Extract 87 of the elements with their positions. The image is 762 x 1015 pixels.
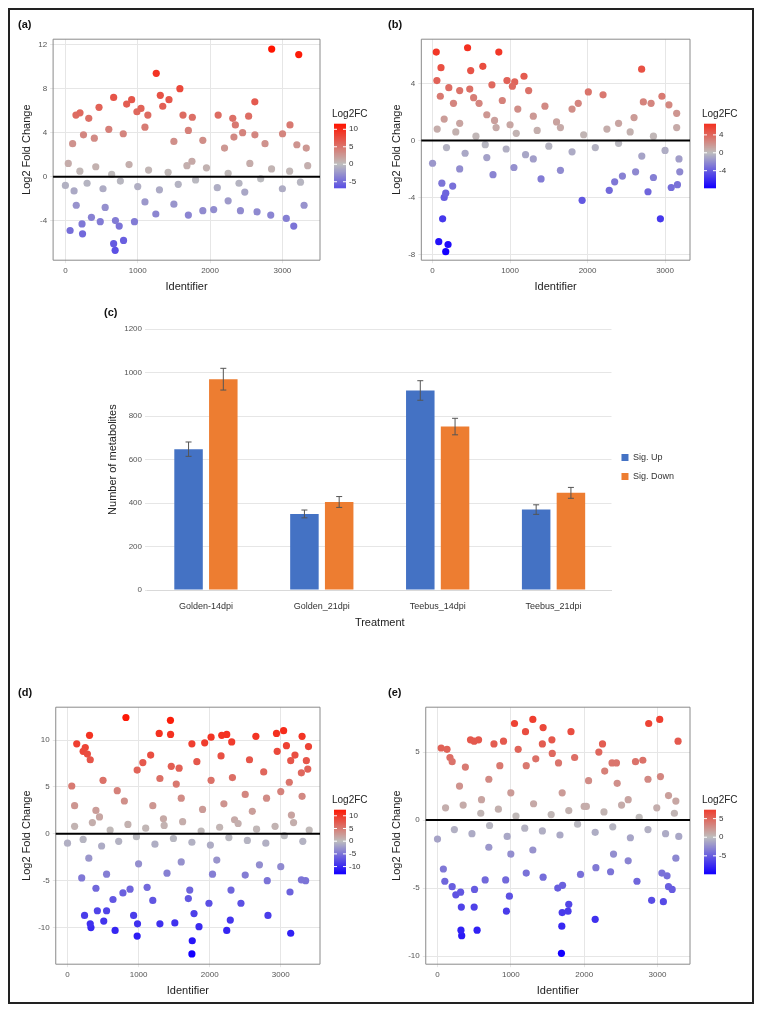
chart-title: (c) bbox=[104, 305, 118, 318]
bar bbox=[406, 390, 435, 590]
x-axis-title: Identifier bbox=[534, 280, 578, 293]
x-tick-label: Golden-14dpi bbox=[178, 600, 233, 611]
y-tick-label: -5 bbox=[412, 883, 421, 893]
color-bar-label: -5 bbox=[349, 176, 357, 186]
bar bbox=[290, 513, 319, 590]
y-tick-label: 0 bbox=[45, 829, 51, 839]
x-tick-label: Teebus_14dpi bbox=[409, 600, 466, 611]
y-tick-label: 4 bbox=[410, 78, 416, 88]
color-bar-label: 10 bbox=[349, 811, 359, 820]
bar bbox=[174, 449, 203, 590]
x-axis-title: Treatment bbox=[354, 616, 405, 629]
x-tick-label: 0 bbox=[65, 970, 71, 980]
y-tick-label: -4 bbox=[39, 215, 48, 225]
chart-title: (a) bbox=[18, 17, 32, 30]
color-bar-title: Log2FC bbox=[332, 794, 368, 806]
x-tick-label: Golden_21dpi bbox=[293, 600, 350, 611]
y-tick-label: -10 bbox=[408, 951, 421, 961]
y-tick-label: 0 bbox=[137, 585, 143, 595]
x-tick-label: 0 bbox=[430, 266, 436, 276]
color-bar-label: -5 bbox=[349, 849, 357, 859]
y-tick-label: 12 bbox=[38, 39, 48, 49]
y-tick-label: 10 bbox=[40, 735, 51, 745]
y-tick-label: 200 bbox=[128, 541, 143, 551]
y-axis-title: Log2 Fold Change bbox=[389, 790, 402, 881]
y-tick-label: 0 bbox=[42, 171, 48, 181]
chart-title: (b) bbox=[388, 17, 403, 30]
x-tick-label: 1000 bbox=[501, 266, 520, 276]
color-bar-label: 4 bbox=[719, 130, 724, 140]
y-tick-label: -8 bbox=[408, 249, 416, 259]
color-bar-label: 0 bbox=[349, 836, 354, 846]
x-tick-label: 2000 bbox=[578, 266, 597, 276]
y-tick-label: 8 bbox=[42, 83, 48, 93]
color-bar-label: 5 bbox=[349, 141, 354, 151]
y-tick-label: 1200 bbox=[124, 324, 143, 334]
x-tick-label: 2000 bbox=[575, 970, 594, 980]
y-tick-label: 800 bbox=[128, 411, 143, 421]
x-tick-label: 3000 bbox=[273, 266, 292, 276]
x-axis-title: Identifier bbox=[165, 280, 208, 293]
chart-title: (e) bbox=[388, 685, 402, 698]
color-bar-label: 0 bbox=[719, 832, 724, 842]
y-axis-title: Log2 Fold Change bbox=[19, 104, 32, 195]
y-tick-label: 0 bbox=[410, 135, 416, 145]
y-tick-label: 0 bbox=[415, 815, 421, 825]
color-bar-label: -4 bbox=[719, 165, 727, 175]
x-tick-label: 3000 bbox=[656, 266, 675, 276]
y-axis-title: Log2 Fold Change bbox=[389, 104, 402, 195]
bar bbox=[440, 426, 470, 590]
x-tick-label: 0 bbox=[435, 970, 441, 980]
color-bar-label: -10 bbox=[349, 861, 362, 871]
y-tick-label: 400 bbox=[128, 498, 143, 508]
x-tick-label: 2000 bbox=[201, 266, 220, 276]
color-bar-label: 5 bbox=[349, 823, 354, 833]
x-axis-title: Identifier bbox=[536, 984, 580, 997]
color-bar-label: 10 bbox=[349, 124, 359, 134]
x-tick-label: 0 bbox=[63, 266, 69, 276]
bar bbox=[324, 501, 354, 590]
color-bar-title: Log2FC bbox=[702, 794, 738, 806]
x-axis-title: Identifier bbox=[166, 984, 210, 997]
color-bar-label: 0 bbox=[349, 159, 354, 169]
x-tick-label: 2000 bbox=[200, 970, 220, 980]
legend-label: Sig. Up bbox=[632, 451, 663, 462]
y-tick-label: 5 bbox=[415, 747, 421, 757]
bar bbox=[521, 509, 551, 590]
y-axis-title: Number of metabolites bbox=[105, 403, 118, 515]
color-bar-label: 0 bbox=[719, 147, 724, 157]
y-tick-label: 5 bbox=[45, 782, 51, 792]
color-bar-label: 5 bbox=[719, 813, 724, 823]
y-tick-label: -5 bbox=[42, 875, 51, 885]
y-axis-title: Log2 Fold Change bbox=[19, 790, 32, 881]
color-bar-title: Log2FC bbox=[332, 108, 368, 120]
y-tick-label: 4 bbox=[42, 127, 48, 137]
y-tick-label: -10 bbox=[38, 922, 51, 932]
chart-title: (d) bbox=[18, 685, 33, 698]
y-tick-label: 1000 bbox=[124, 367, 143, 377]
x-tick-label: 3000 bbox=[648, 970, 667, 980]
x-tick-label: 1000 bbox=[501, 970, 521, 980]
y-tick-label: 600 bbox=[128, 454, 143, 464]
x-tick-label: Teebus_21dpi bbox=[525, 600, 582, 611]
x-tick-label: 3000 bbox=[271, 970, 291, 980]
color-bar-title: Log2FC bbox=[702, 108, 738, 120]
color-bar-label: -5 bbox=[719, 851, 727, 861]
bar bbox=[556, 492, 586, 590]
y-tick-label: -4 bbox=[408, 192, 416, 202]
bar bbox=[209, 379, 238, 590]
legend-label: Sig. Down bbox=[632, 470, 675, 481]
